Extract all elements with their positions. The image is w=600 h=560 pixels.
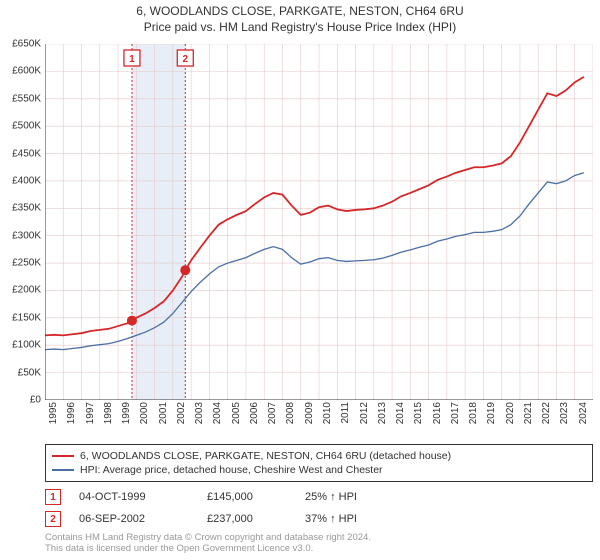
- y-tick-label: £100K: [12, 340, 41, 351]
- plot-area: 12: [45, 44, 593, 400]
- x-tick-label: 2001: [158, 402, 169, 424]
- x-tick-label: 2015: [413, 402, 424, 424]
- marker-row: 1 04-OCT-1999 £145,000 25% ↑ HPI: [45, 486, 593, 508]
- x-tick-label: 2021: [523, 402, 534, 424]
- legend-label: HPI: Average price, detached house, Ches…: [80, 464, 383, 476]
- y-tick-label: £0: [30, 395, 41, 406]
- x-tick-label: 1995: [48, 402, 59, 424]
- y-tick-label: £600K: [12, 66, 41, 77]
- legend: 6, WOODLANDS CLOSE, PARKGATE, NESTON, CH…: [45, 444, 593, 482]
- x-tick-label: 2008: [285, 402, 296, 424]
- legend-row: 6, WOODLANDS CLOSE, PARKGATE, NESTON, CH…: [52, 449, 586, 463]
- y-tick-label: £300K: [12, 230, 41, 241]
- x-tick-label: 2016: [432, 402, 443, 424]
- y-tick-label: £50K: [18, 367, 41, 378]
- x-tick-label: 2012: [359, 402, 370, 424]
- x-tick-label: 2000: [139, 402, 150, 424]
- markers-table: 1 04-OCT-1999 £145,000 25% ↑ HPI 2 06-SEP-200…: [45, 486, 593, 530]
- x-tick-label: 2018: [468, 402, 479, 424]
- x-tick-label: 2020: [505, 402, 516, 424]
- x-tick-label: 2023: [559, 402, 570, 424]
- y-tick-label: £200K: [12, 285, 41, 296]
- x-tick-label: 2005: [231, 402, 242, 424]
- x-tick-label: 2009: [304, 402, 315, 424]
- x-tick-label: 2003: [194, 402, 205, 424]
- footer-line1: Contains HM Land Registry data © Crown c…: [45, 532, 593, 543]
- x-tick-label: 2013: [377, 402, 388, 424]
- x-tick-label: 2011: [340, 402, 351, 424]
- title-line1: 6, WOODLANDS CLOSE, PARKGATE, NESTON, CH…: [0, 4, 600, 18]
- x-tick-label: 2024: [578, 402, 589, 424]
- x-tick-label: 1999: [121, 402, 132, 424]
- x-tick-label: 1998: [103, 402, 114, 424]
- marker-date: 04-OCT-1999: [79, 491, 189, 503]
- legend-row: HPI: Average price, detached house, Ches…: [52, 463, 586, 477]
- y-tick-label: £400K: [12, 175, 41, 186]
- x-tick-label: 2010: [322, 402, 333, 424]
- legend-label: 6, WOODLANDS CLOSE, PARKGATE, NESTON, CH…: [80, 450, 451, 462]
- title-line2: Price paid vs. HM Land Registry's House …: [0, 20, 600, 34]
- x-tick-label: 2017: [450, 402, 461, 424]
- marker-pct: 37% ↑ HPI: [305, 513, 395, 525]
- y-tick-label: £500K: [12, 121, 41, 132]
- y-tick-label: £550K: [12, 93, 41, 104]
- marker-date: 06-SEP-2002: [79, 513, 189, 525]
- title-block: 6, WOODLANDS CLOSE, PARKGATE, NESTON, CH…: [0, 0, 600, 34]
- svg-text:2: 2: [183, 54, 189, 65]
- y-tick-label: £350K: [12, 203, 41, 214]
- x-tick-label: 2006: [249, 402, 260, 424]
- y-axis-labels: £0£50K£100K£150K£200K£250K£300K£350K£400…: [0, 44, 45, 400]
- marker-pct: 25% ↑ HPI: [305, 491, 395, 503]
- y-tick-label: £650K: [12, 39, 41, 50]
- y-tick-label: £450K: [12, 148, 41, 159]
- x-tick-label: 2007: [267, 402, 278, 424]
- x-axis-labels: 1995 1996 1997 1998 1999 2000 2001 2002 2003 2004…: [45, 400, 593, 445]
- chart-svg: 12: [45, 44, 593, 400]
- marker-price: £237,000: [207, 513, 287, 525]
- legend-swatch: [52, 469, 74, 471]
- legend-swatch: [52, 455, 74, 457]
- svg-text:1: 1: [129, 54, 135, 65]
- footer-line2: This data is licensed under the Open Gov…: [45, 543, 593, 554]
- y-tick-label: £150K: [12, 312, 41, 323]
- x-tick-label: 2002: [176, 402, 187, 424]
- marker-row: 2 06-SEP-2002 £237,000 37% ↑ HPI: [45, 508, 593, 530]
- marker-number-box: 1: [45, 489, 61, 505]
- x-tick-label: 2004: [212, 402, 223, 424]
- chart-container: 6, WOODLANDS CLOSE, PARKGATE, NESTON, CH…: [0, 0, 600, 560]
- x-tick-label: 1996: [66, 402, 77, 424]
- x-tick-label: 2014: [395, 402, 406, 424]
- x-tick-label: 2022: [541, 402, 552, 424]
- x-tick-label: 1997: [85, 402, 96, 424]
- y-tick-label: £250K: [12, 258, 41, 269]
- x-tick-label: 2019: [486, 402, 497, 424]
- footer: Contains HM Land Registry data © Crown c…: [45, 532, 593, 555]
- marker-number-box: 2: [45, 511, 61, 527]
- marker-price: £145,000: [207, 491, 287, 503]
